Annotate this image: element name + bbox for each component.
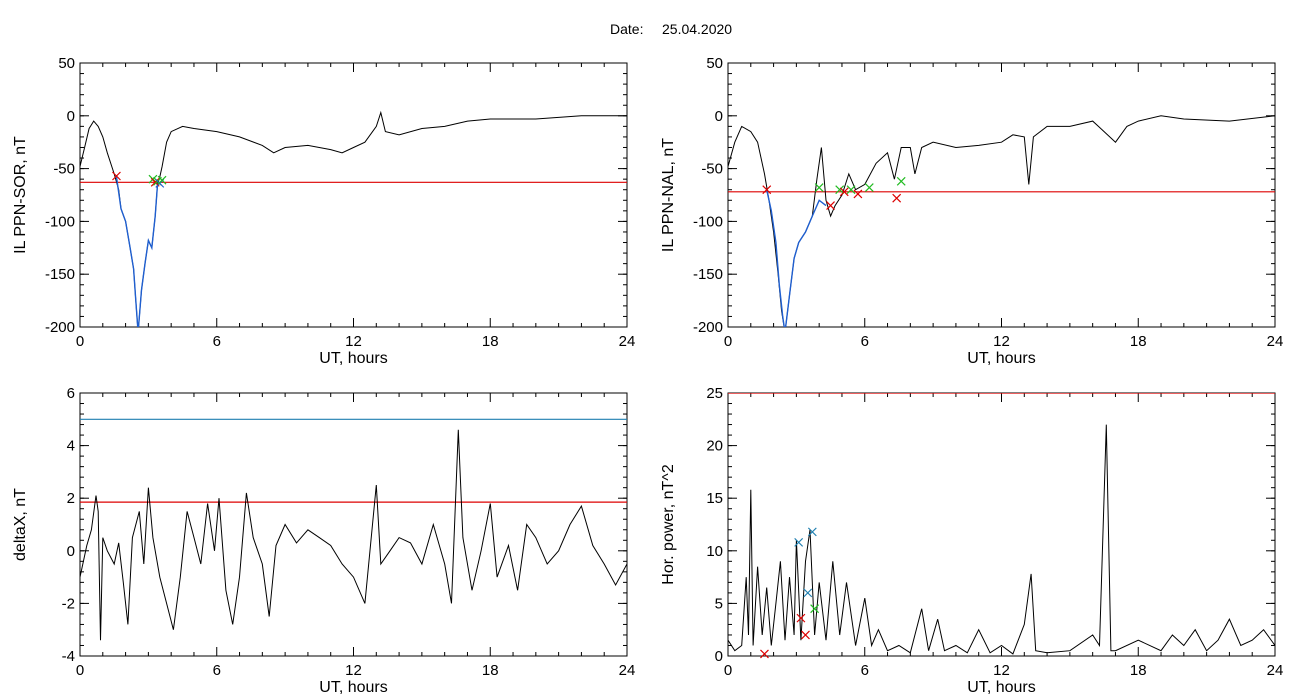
x-tick-label: 12 <box>345 333 362 350</box>
event-marker <box>853 189 863 199</box>
plot-frame <box>727 392 1276 657</box>
y-tick-label: 0 <box>715 648 723 665</box>
x-tick-label: 18 <box>482 662 499 679</box>
date-label: Date: <box>610 21 643 37</box>
y-axis-label: deltaX, nT <box>12 488 29 561</box>
y-tick-label: 10 <box>706 543 723 560</box>
event-marker <box>814 183 824 193</box>
y-tick-label: 0 <box>67 108 75 125</box>
x-tick-label: 12 <box>993 662 1010 679</box>
event-marker <box>803 588 813 598</box>
event-marker <box>846 185 856 195</box>
y-tick-label: 6 <box>67 385 75 402</box>
y-axis-label: IL PPN-NAL, nT <box>660 138 677 252</box>
chart-panel-2: 0 6 12 18 24 -200 -150 -100 -50 0 50 UT, hours IL PP… <box>660 55 1283 367</box>
plot-data <box>728 393 1275 655</box>
plot-frame <box>79 392 628 657</box>
y-tick-label: 50 <box>58 55 75 72</box>
series-line <box>766 189 827 327</box>
y-axis-label: IL PPN-SOR, nT <box>12 136 29 254</box>
y-tick-label: 4 <box>67 438 75 455</box>
event-marker <box>810 604 820 614</box>
x-tick-label: 0 <box>724 333 732 350</box>
event-marker <box>760 649 769 659</box>
y-tick-label: 0 <box>715 108 723 125</box>
x-tick-label: 24 <box>1267 662 1284 679</box>
plot-data <box>80 110 627 327</box>
y-tick-label: 20 <box>706 438 723 455</box>
x-tick-label: 18 <box>482 333 499 350</box>
series-line <box>728 424 1275 655</box>
series-line <box>80 429 627 641</box>
y-tick-label: -100 <box>45 213 75 230</box>
y-tick-label: -50 <box>53 161 75 178</box>
event-marker <box>157 175 167 185</box>
y-tick-label: -200 <box>45 319 75 336</box>
x-axis-label: UT, hours <box>319 350 387 367</box>
y-tick-label: 0 <box>67 543 75 560</box>
y-tick-label: 2 <box>67 490 75 507</box>
event-marker <box>826 201 835 210</box>
y-tick-label: 50 <box>706 55 723 72</box>
x-tick-label: 0 <box>724 662 732 679</box>
plot-data <box>80 418 627 641</box>
y-tick-label: 15 <box>706 490 723 507</box>
event-marker <box>807 527 817 537</box>
x-tick-label: 0 <box>76 333 84 350</box>
event-marker <box>796 613 806 623</box>
plot-data <box>728 115 1275 327</box>
event-marker <box>892 193 902 203</box>
series-line <box>115 176 159 327</box>
x-tick-label: 24 <box>1267 333 1284 350</box>
x-tick-label: 0 <box>76 662 84 679</box>
x-tick-label: 18 <box>1130 333 1147 350</box>
series-line <box>80 110 627 327</box>
plot-frame <box>79 62 628 328</box>
x-axis-label: UT, hours <box>319 679 387 696</box>
y-axis-label: Hor. power, nT^2 <box>660 464 677 585</box>
x-tick-label: 12 <box>345 662 362 679</box>
x-axis-label: UT, hours <box>967 350 1035 367</box>
y-tick-label: -50 <box>701 161 723 178</box>
event-marker <box>839 187 849 197</box>
x-tick-label: 6 <box>213 333 221 350</box>
x-tick-label: 6 <box>861 333 869 350</box>
event-marker <box>762 185 772 195</box>
y-tick-label: -150 <box>45 266 75 283</box>
x-tick-label: 24 <box>619 662 636 679</box>
y-tick-label: -2 <box>62 595 75 612</box>
chart-panel-1: 0 6 12 18 24 -200 -150 -100 -50 0 50 UT, hours IL PP… <box>12 55 635 367</box>
y-tick-label: -4 <box>62 648 75 665</box>
event-marker <box>801 630 810 640</box>
x-tick-label: 6 <box>861 662 869 679</box>
plot-frame <box>727 62 1276 328</box>
event-marker <box>835 185 845 195</box>
event-marker <box>112 171 121 181</box>
date-value: 25.04.2020 <box>662 21 732 37</box>
event-marker <box>896 176 906 186</box>
event-marker <box>794 537 804 547</box>
x-tick-label: 6 <box>213 662 221 679</box>
y-tick-label: -200 <box>693 319 723 336</box>
y-tick-label: -150 <box>693 266 723 283</box>
x-tick-label: 18 <box>1130 662 1147 679</box>
event-marker <box>864 183 874 193</box>
y-tick-label: 5 <box>715 595 723 612</box>
series-line <box>728 115 1275 327</box>
chart-panel-4: 0 6 12 18 24 0 5 10 15 20 25 UT, hours Hor. power, n… <box>660 385 1283 696</box>
y-tick-label: 25 <box>706 385 723 402</box>
x-axis-label: UT, hours <box>967 679 1035 696</box>
x-tick-label: 12 <box>993 333 1010 350</box>
y-tick-label: -100 <box>693 213 723 230</box>
x-tick-label: 24 <box>619 333 636 350</box>
